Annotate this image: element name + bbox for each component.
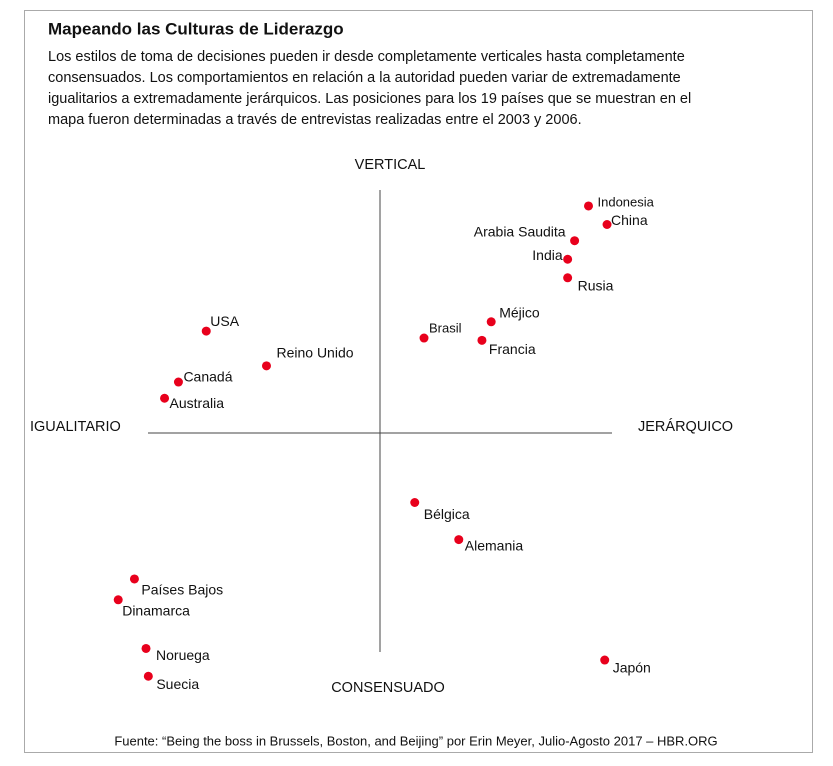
point <box>160 393 170 403</box>
point-label: Países Bajos <box>141 582 223 598</box>
point <box>563 254 573 264</box>
point <box>602 220 612 229</box>
point <box>419 333 429 343</box>
point <box>129 574 139 584</box>
point-label: Canadá <box>183 369 232 385</box>
point-label: Arabia Saudita <box>474 223 566 239</box>
subtitle-line: igualitarios a extremadamente jerárquico… <box>48 91 691 107</box>
point-label: Méjico <box>499 305 540 321</box>
point-label: Dinamarca <box>122 603 190 619</box>
point <box>563 273 573 283</box>
source: Fuente: “Being the boss in Brussels, Bos… <box>114 733 717 748</box>
point <box>570 236 580 246</box>
axis-label-top: VERTICAL <box>355 157 426 173</box>
point-label: China <box>611 212 648 228</box>
point <box>143 671 153 681</box>
point <box>477 335 487 345</box>
axis-label-right: JERÁRQUICO <box>638 418 733 435</box>
point <box>261 361 271 371</box>
point <box>201 326 211 336</box>
axis-label-left: IGUALITARIO <box>30 419 121 435</box>
point-label: India <box>532 247 563 263</box>
subtitle-line: consensuados. Los comportamientos en rel… <box>48 70 681 86</box>
point-label: Alemania <box>465 537 524 553</box>
point <box>173 377 183 387</box>
point-label: Noruega <box>156 647 210 663</box>
point-label: Brasil <box>429 320 462 335</box>
subtitle-line: mapa fueron determinadas a través de ent… <box>48 112 582 128</box>
point <box>113 595 123 605</box>
point-label: USA <box>210 313 239 329</box>
chart-title: Mapeando las Culturas de Liderazgo <box>48 19 344 38</box>
point-label: Japón <box>613 660 651 676</box>
point-label: Francia <box>489 341 536 357</box>
subtitle-line: Los estilos de toma de decisiones pueden… <box>48 49 685 65</box>
frame <box>24 10 813 753</box>
point <box>584 201 593 211</box>
point-label: Rusia <box>578 277 614 293</box>
point-label: Suecia <box>156 676 199 692</box>
point-label: Bélgica <box>424 506 470 522</box>
point <box>454 535 464 545</box>
point <box>486 317 496 327</box>
point-label: Reino Unido <box>276 345 353 361</box>
point <box>141 643 151 653</box>
axis-label-bottom: CONSENSUADO <box>331 680 445 696</box>
point <box>600 655 610 665</box>
point <box>410 498 420 507</box>
point-label: Australia <box>170 395 225 411</box>
point-label: Indonesia <box>598 194 655 209</box>
